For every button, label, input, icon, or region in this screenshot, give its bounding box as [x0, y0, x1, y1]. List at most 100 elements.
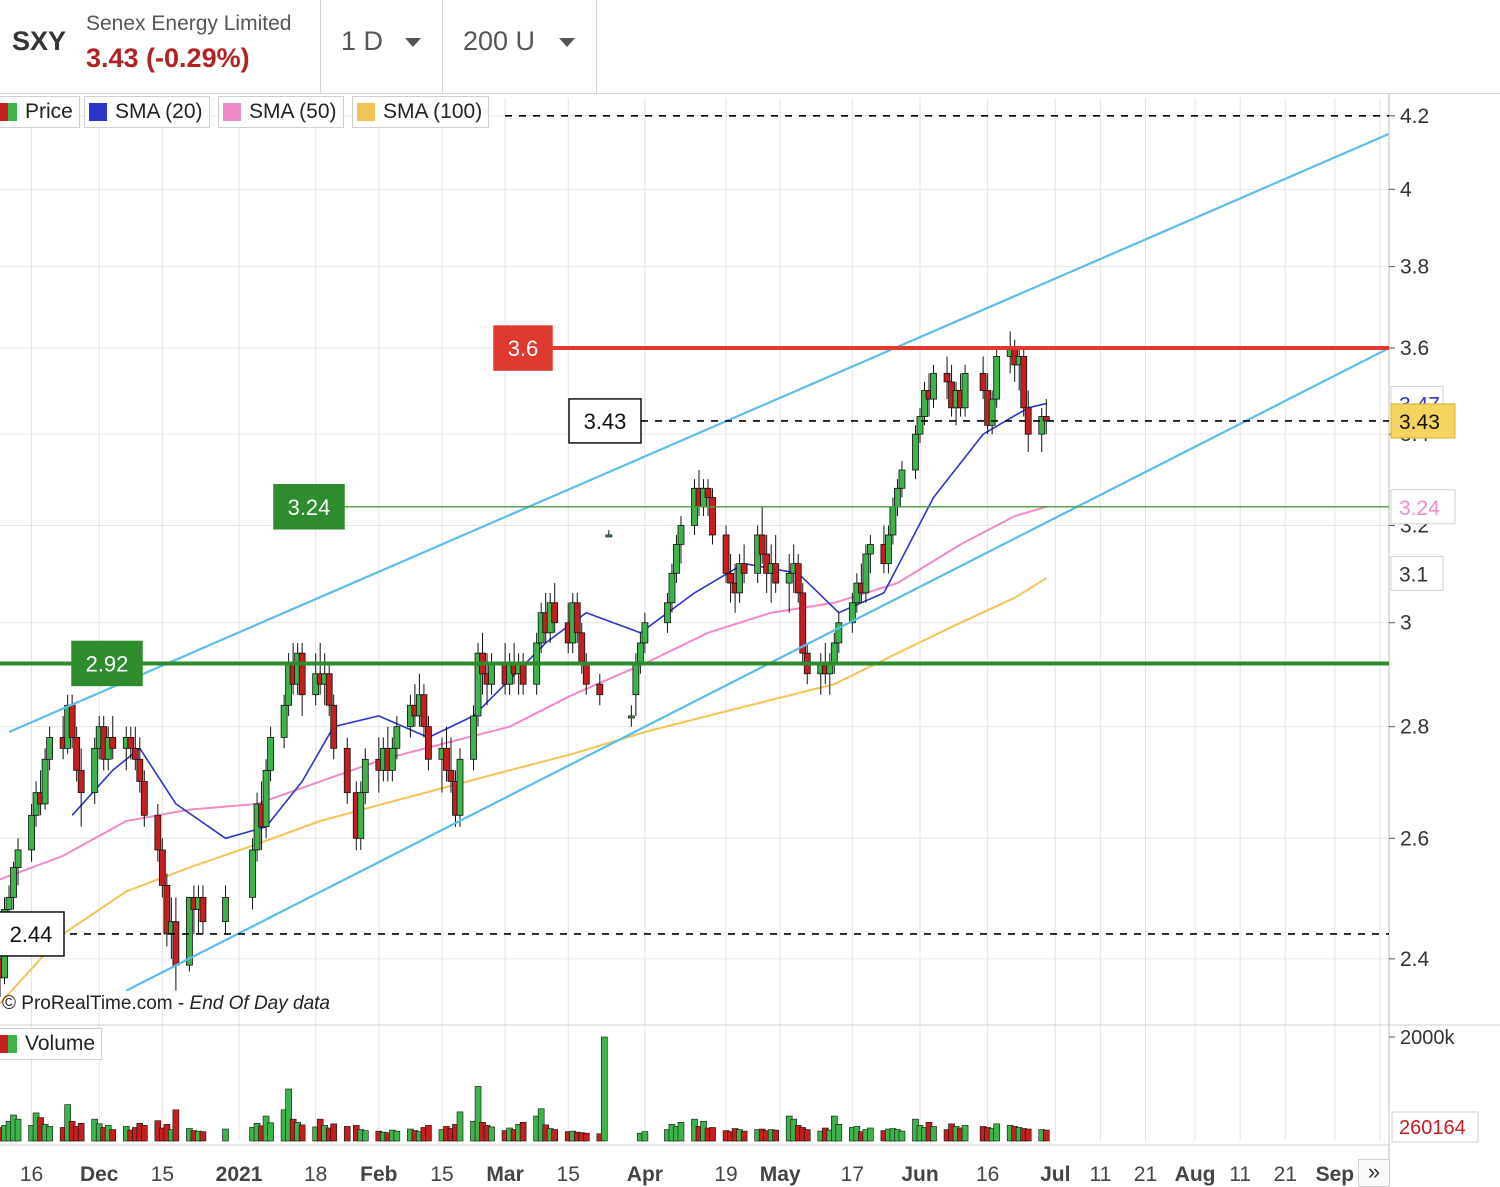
candle-body [420, 694, 428, 728]
interval-selector[interactable]: 1 D [320, 0, 443, 93]
candle-body [298, 652, 306, 696]
volume-tick-label: 2000k [1400, 1027, 1455, 1049]
company-name: Senex Energy Limited [86, 12, 292, 35]
candle-body [199, 896, 207, 923]
volume-bar [641, 1131, 649, 1142]
candle-body [447, 769, 455, 782]
candle-body [894, 487, 901, 508]
candle-body [249, 849, 256, 898]
volume-bar [474, 1086, 482, 1142]
candle-body [799, 592, 807, 654]
legend-sma100[interactable]: SMA (100) [352, 96, 490, 128]
level-label: 2.44 [10, 922, 53, 947]
x-tick-label: 15 [430, 1163, 453, 1186]
candle-body [627, 715, 635, 719]
candle-body [280, 704, 288, 738]
x-tick-label: 15 [557, 1163, 580, 1186]
legend-sma20[interactable]: SMA (20) [84, 96, 210, 128]
candle-body [154, 814, 162, 851]
candle-body [77, 769, 85, 794]
candle-body [677, 525, 685, 545]
y-tick-label: 3.8 [1400, 256, 1429, 279]
level-label: 2.92 [86, 651, 129, 676]
candle-body [325, 673, 333, 706]
ticker-symbol: SXY [12, 26, 67, 56]
x-tick-label: Jul [1040, 1163, 1070, 1186]
volume-bar [1042, 1129, 1050, 1142]
units-selector[interactable]: 200 U [442, 0, 597, 93]
x-tick-label: Sep [1316, 1163, 1355, 1186]
x-tick-label: 21 [1134, 1163, 1157, 1186]
axis-tag [1390, 489, 1456, 525]
candle-body [988, 398, 996, 426]
volume-bar [835, 1124, 843, 1142]
sma20-swatch [89, 103, 107, 121]
level-label: 3.6 [508, 336, 539, 361]
candle-body [943, 372, 951, 383]
candle-body [131, 747, 139, 760]
x-tick-label: Jun [901, 1163, 938, 1186]
channel-line-2 [125, 347, 1390, 992]
volume-bar [141, 1125, 148, 1142]
volume-last-tag [1391, 1111, 1479, 1143]
candle-body [519, 663, 527, 685]
candle-body [91, 747, 99, 794]
candle-body [28, 814, 35, 851]
volume-bar [961, 1125, 969, 1142]
candle-body [668, 572, 676, 604]
axes: 16 Dec 15 2021 18 Feb 15 Mar 15 Apr 19 May 17 Jun 16 Ju… [0, 93, 1500, 1187]
legend-sma50[interactable]: SMA (50) [218, 96, 344, 128]
volume-bar [343, 1126, 351, 1142]
candle-body [885, 534, 892, 565]
candle-body [267, 737, 274, 771]
candle-body [582, 663, 590, 685]
candle-body [848, 602, 856, 624]
x-tick-label: 19 [714, 1163, 737, 1186]
y-tick-label: 4 [1400, 178, 1412, 201]
candle-body [73, 737, 81, 771]
y-tick-label: 3.6 [1400, 337, 1429, 360]
x-tick-label: 2021 [216, 1163, 263, 1186]
candle-body [722, 534, 730, 574]
candle-body [46, 737, 54, 760]
candle-body [727, 572, 734, 584]
legend-sma100-label: SMA (100) [383, 100, 483, 123]
chart-header: SXY Senex Energy Limited 3.43 (-0.29%) 1… [0, 0, 1500, 94]
volume-bar [109, 1129, 117, 1142]
candle-body [664, 602, 671, 624]
y-tick-label: 2.8 [1400, 716, 1429, 739]
candle-body [222, 896, 229, 923]
candle-body [1038, 416, 1046, 435]
units-value: 200 U [463, 26, 536, 56]
candle-body [573, 602, 581, 634]
candle-body [830, 642, 838, 664]
volume-bar [740, 1130, 748, 1142]
volume-bar [425, 1125, 432, 1142]
candle-body [474, 652, 482, 717]
axis-tag [1390, 555, 1444, 591]
candle-body [785, 572, 793, 584]
price-chart[interactable]: 16 Dec 15 2021 18 Feb 15 Mar 15 Apr 19 May 17 Jun 16 Ju… [0, 93, 1500, 1187]
candle-body [127, 737, 135, 749]
candle-body [262, 769, 270, 828]
legend-sma20-label: SMA (20) [115, 100, 203, 123]
volume-bar [551, 1129, 558, 1142]
candle-body [916, 416, 924, 435]
candle-body [641, 622, 649, 644]
price-swatch [0, 103, 17, 121]
drawings: 3.6 3.43 3.24 2.92 2.44 [0, 115, 1390, 992]
volume-bar [285, 1088, 292, 1142]
candle-body [605, 534, 613, 538]
candle-body [794, 563, 802, 594]
candle-body [425, 726, 432, 760]
sma50-line [0, 505, 1047, 881]
legend-price[interactable]: Price [0, 96, 80, 128]
chevron-down-icon [405, 38, 421, 47]
last-price-change: 3.43 (-0.29%) [86, 43, 250, 73]
scroll-forward-button[interactable]: » [1358, 1159, 1390, 1187]
legend-volume[interactable]: Volume [0, 1028, 103, 1060]
sma20-line [71, 402, 1047, 840]
candle-body [5, 896, 13, 910]
x-tick-label: 11 [1229, 1163, 1251, 1186]
